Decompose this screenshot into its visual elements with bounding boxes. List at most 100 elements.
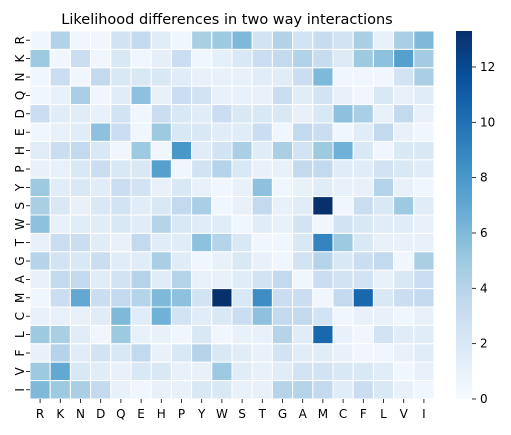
x-tick-label: N [76, 407, 85, 421]
heatmap-cell-T-Q [110, 232, 132, 253]
heatmap-cell-S-N [69, 196, 92, 216]
heatmap-cell-L-C [332, 324, 354, 345]
heatmap-cell-Y-A [292, 177, 314, 198]
heatmap-cell-T-C [332, 232, 354, 253]
heatmap-cell-E-C [332, 122, 354, 142]
heatmap-cell-Q-S [231, 85, 253, 106]
heatmap-cell-D-I [413, 104, 435, 124]
heatmap-cell-V-T [251, 361, 273, 382]
x-tick-label: P [178, 407, 185, 421]
heatmap-cell-F-S [231, 343, 253, 363]
heatmap-cell-Y-Y [191, 177, 213, 198]
heatmap-cell-F-I [413, 343, 435, 363]
heatmap-cell-V-M [312, 361, 334, 382]
heatmap-cell-T-P [170, 232, 193, 253]
heatmap-cell-F-Y [191, 343, 213, 363]
heatmap-cell-R-S [231, 30, 253, 50]
y-tick-label: P [13, 165, 27, 172]
heatmap-cell-R-V [393, 30, 415, 50]
heatmap-cell-F-W [211, 343, 233, 363]
heatmap-cell-K-Y [191, 48, 213, 69]
heatmap-cell-F-F [352, 343, 374, 363]
heatmap-cell-C-H [150, 306, 172, 326]
heatmap-cell-D-S [231, 104, 253, 124]
heatmap-cell-G-F [352, 251, 374, 271]
heatmap-cell-A-S [231, 269, 253, 290]
heatmap-cell-C-L [372, 306, 395, 326]
heatmap-cell-Q-N [69, 85, 92, 106]
heatmap-cell-L-H [150, 324, 172, 345]
heatmap-cell-E-H [150, 122, 172, 142]
heatmap-cell-N-G [271, 67, 294, 87]
colorbar-gradient [456, 31, 472, 399]
heatmap-cell-S-T [251, 196, 273, 216]
heatmap-cell-D-T [251, 104, 273, 124]
heatmap-cell-K-I [413, 48, 435, 69]
heatmap-cell-H-D [90, 140, 112, 161]
heatmap-cell-F-M [312, 343, 334, 363]
heatmap-cell-N-C [332, 67, 354, 87]
heatmap-cell-K-H [150, 48, 172, 69]
y-tick-label: H [13, 146, 27, 155]
heatmap-cell-L-P [170, 324, 193, 345]
x-tick-label: R [36, 407, 44, 421]
heatmap-cell-P-G [271, 159, 294, 179]
heatmap-cell-A-P [170, 269, 193, 290]
heatmap-cell-S-Q [110, 196, 132, 216]
heatmap-cell-D-H [150, 104, 172, 124]
heatmap-cell-C-W [211, 306, 233, 326]
y-tick-label: W [13, 218, 27, 230]
heatmap-cell-L-M [312, 324, 334, 345]
x-tick-label: F [360, 407, 367, 421]
heatmap-cell-N-W [211, 67, 233, 87]
heatmap-cell-T-S [231, 232, 253, 253]
heatmap-cell-H-E [130, 140, 152, 161]
heatmap-cell-K-A [292, 48, 314, 69]
heatmap-cell-N-V [393, 67, 415, 87]
heatmap-cell-C-V [393, 306, 415, 326]
x-tick-label: D [96, 407, 105, 421]
heatmap-cell-N-Q [110, 67, 132, 87]
heatmap-cell-M-S [231, 288, 253, 308]
heatmap-cell-L-L [372, 324, 395, 345]
heatmap-cell-K-N [69, 48, 92, 69]
heatmap-cell-H-H [150, 140, 172, 161]
heatmap-cell-M-E [130, 288, 152, 308]
heatmap-cell-T-D [90, 232, 112, 253]
heatmap-cell-G-Q [110, 251, 132, 271]
heatmap-cell-I-H [150, 380, 172, 400]
heatmap-cell-V-P [170, 361, 193, 382]
heatmap-cell-F-R [29, 343, 51, 363]
heatmap-cell-C-N [69, 306, 92, 326]
heatmap-cell-G-N [69, 251, 92, 271]
heatmap-cell-R-F [352, 30, 374, 50]
heatmap-cell-Y-C [332, 177, 354, 198]
heatmap-cell-I-F [352, 380, 374, 400]
heatmap-cell-I-P [170, 380, 193, 400]
heatmap-cell-V-A [292, 361, 314, 382]
heatmap-cell-C-D [90, 306, 112, 326]
heatmap-cell-P-W [211, 159, 233, 179]
heatmap-cell-G-M [312, 251, 334, 271]
heatmap-cell-A-G [271, 269, 294, 290]
heatmap-cell-E-R [29, 122, 51, 142]
heatmap-cell-I-L [372, 380, 395, 400]
heatmap-cell-Y-V [393, 177, 415, 198]
x-tick-label: H [157, 407, 166, 421]
x-tick-label: W [216, 407, 228, 421]
heatmap-cell-C-Q [110, 306, 132, 326]
heatmap-cell-F-N [69, 343, 92, 363]
heatmap-cell-I-S [231, 380, 253, 400]
heatmap-cell-K-F [352, 48, 374, 69]
heatmap-cell-K-K [49, 48, 71, 69]
heatmap-cell-E-K [49, 122, 71, 142]
heatmap-cell-M-H [150, 288, 172, 308]
heatmap-cell-L-E [130, 324, 152, 345]
x-tick-label: K [56, 407, 65, 421]
heatmap-cell-T-W [211, 232, 233, 253]
heatmap-cell-N-E [130, 67, 152, 87]
y-tick-label: N [13, 73, 27, 82]
heatmap-cell-R-I [413, 30, 435, 50]
heatmap-cell-T-E [130, 232, 152, 253]
